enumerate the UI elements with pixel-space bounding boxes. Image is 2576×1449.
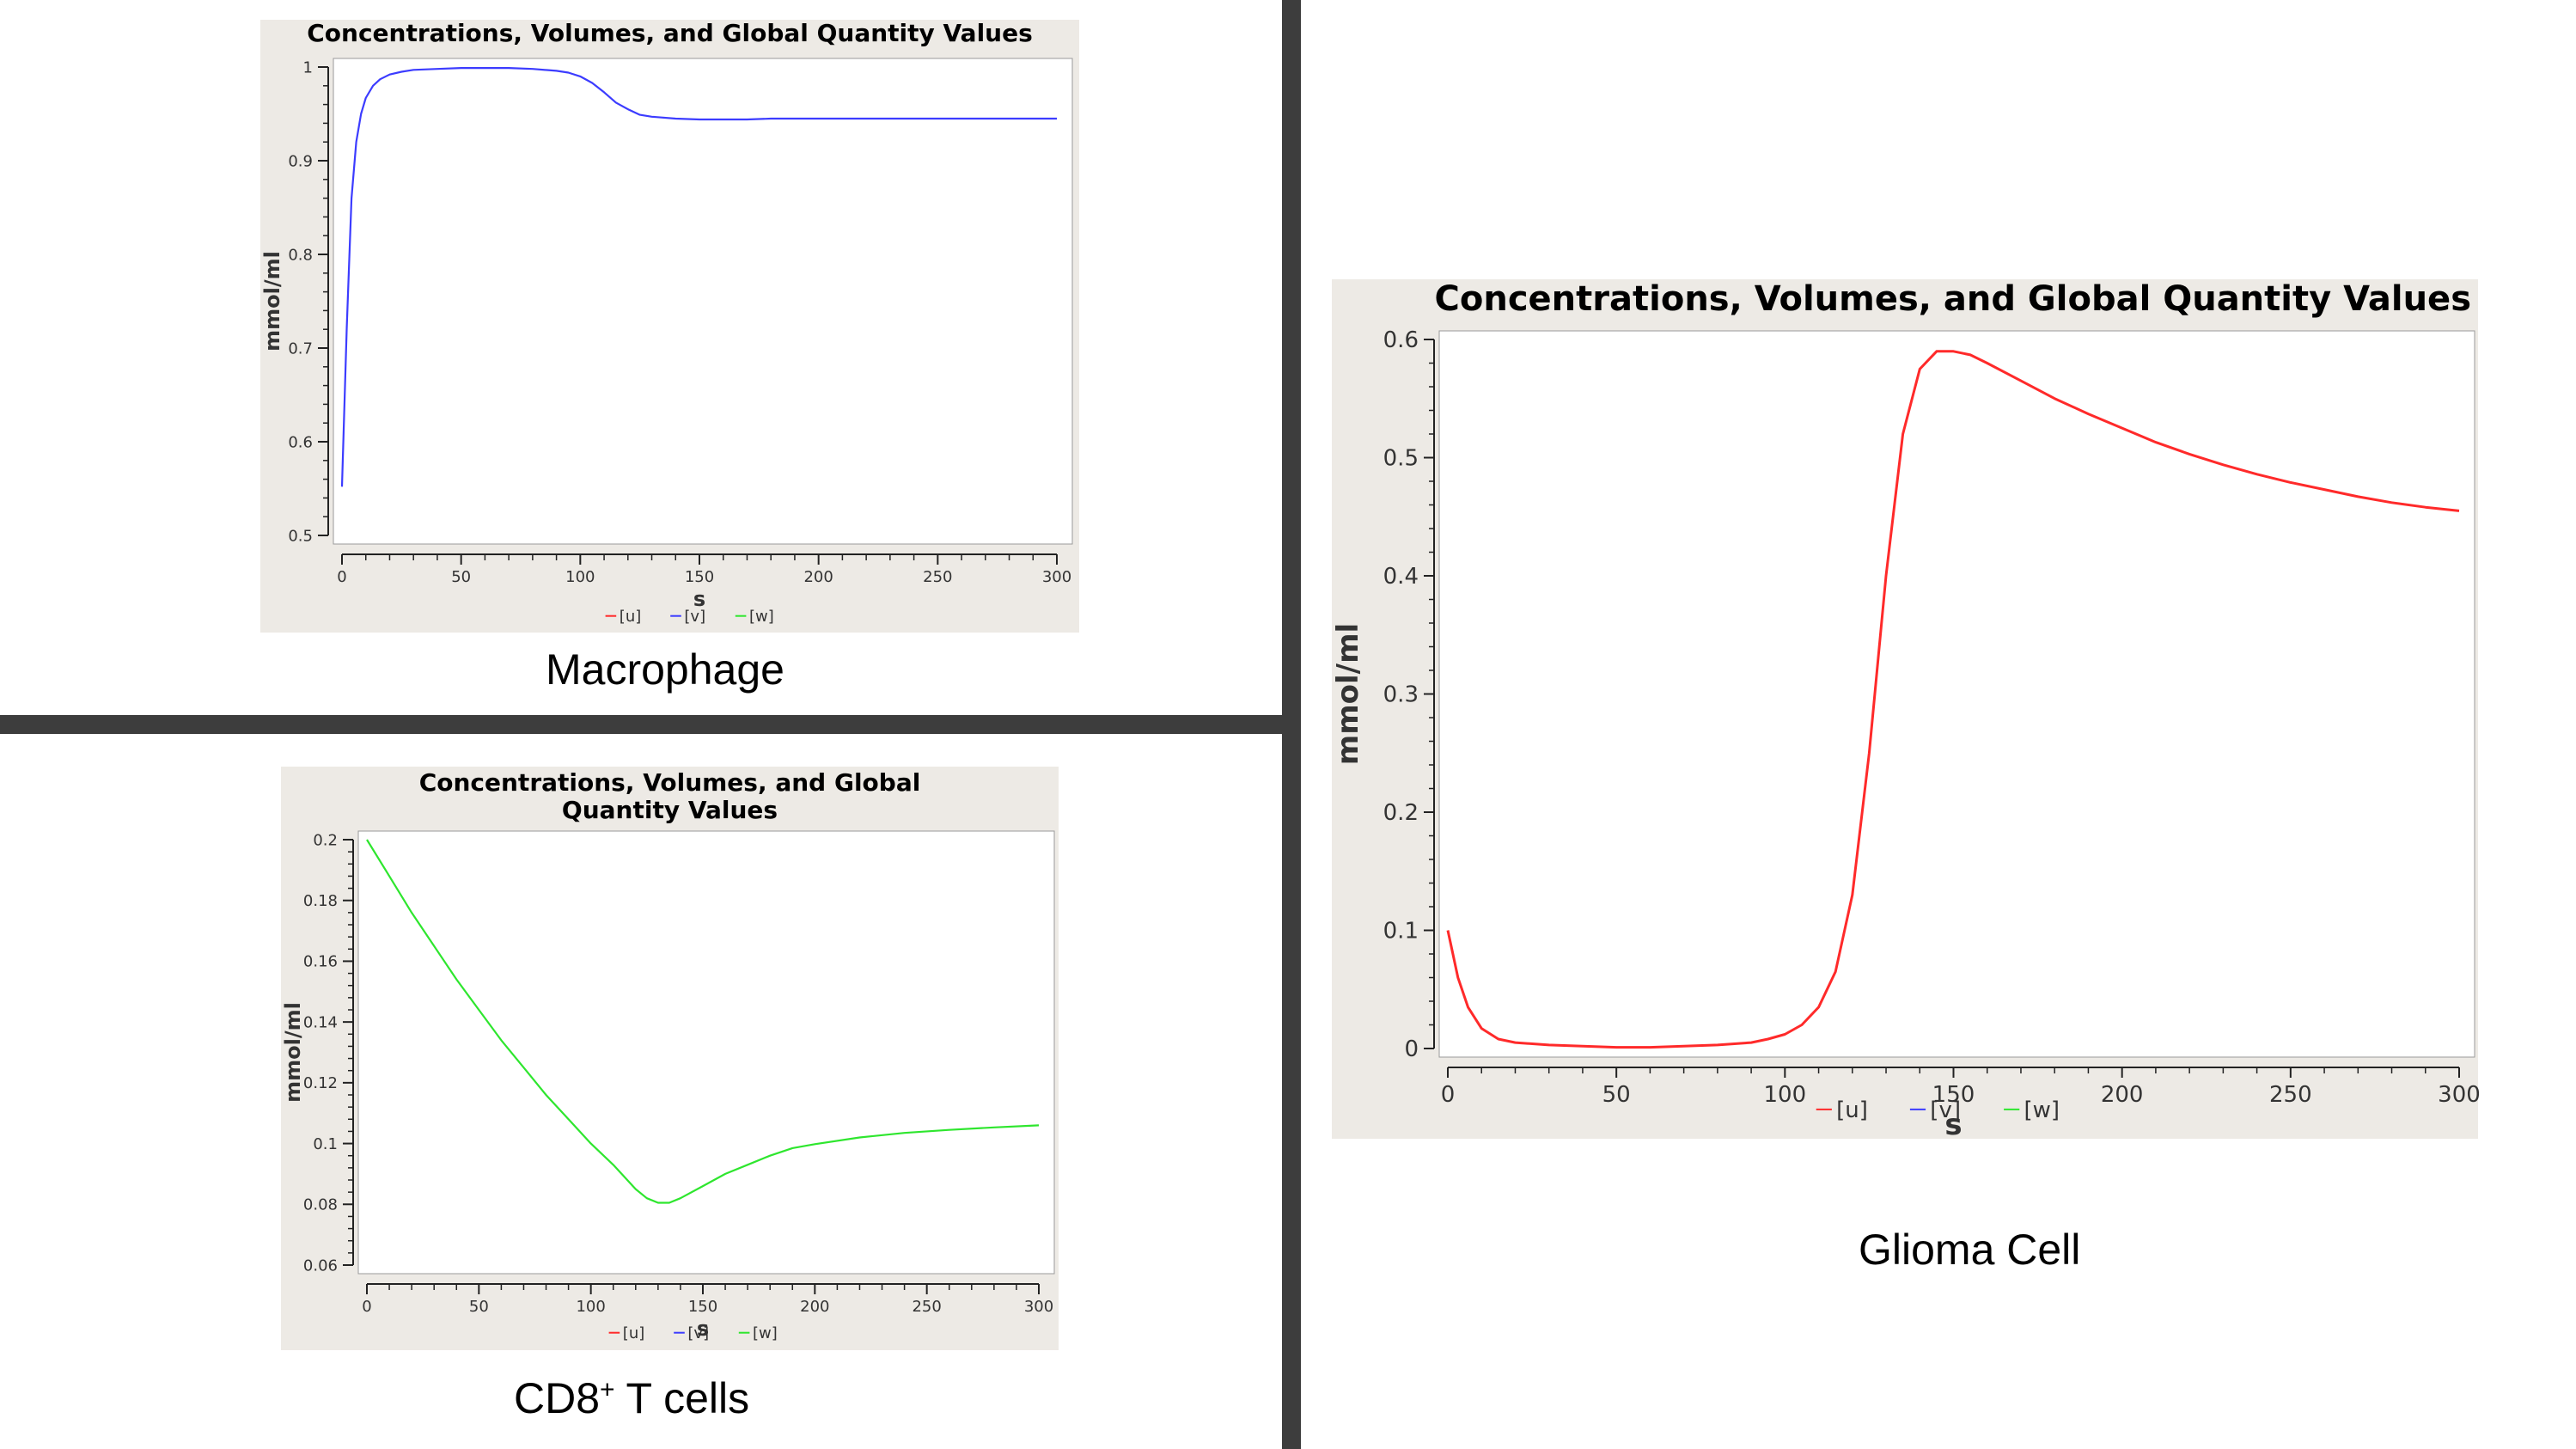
x-tick-label: 300	[1042, 568, 1071, 586]
y-tick-label: 0.9	[288, 152, 313, 170]
y-tick-label: 1	[303, 58, 313, 76]
chart-title: Concentrations, Volumes, and Global Quan…	[307, 19, 1033, 47]
cd8-caption-main: CD8	[514, 1374, 601, 1422]
cd8-chart: 0.06 0.08 0.1 0.12 0.14 0.16 0.18 0.2 0 50 100 150 2…	[281, 830, 1055, 1342]
legend-label: [v]	[1930, 1097, 1961, 1123]
legend-label: [v]	[684, 608, 705, 626]
x-axis-label: s	[697, 1317, 709, 1341]
x-tick-label: 100	[576, 1298, 605, 1316]
x-tick-label: 50	[469, 1298, 489, 1316]
chart-title: Concentrations, Volumes, and Global Quan…	[418, 768, 921, 825]
x-tick-label: 0	[1441, 1082, 1456, 1108]
x-tick-label: 100	[565, 568, 595, 586]
y-tick-label: 0.12	[303, 1074, 338, 1092]
x-tick-label: 0	[362, 1298, 371, 1316]
legend-label: [w]	[749, 608, 774, 626]
y-tick-label: 0.1	[313, 1135, 338, 1153]
x-axis-label: s	[1944, 1108, 1962, 1142]
y-tick-label: 0.1	[1383, 919, 1419, 945]
y-tick-label: 0.8	[288, 246, 313, 264]
x-tick-label: 300	[2438, 1082, 2481, 1108]
cd8-caption-rest: T cells	[614, 1374, 750, 1422]
legend-label: [v]	[687, 1324, 709, 1342]
macrophage-chart: 0.5 0.6 0.7 0.8 0.9 1 0 50 100 150 200 250 300 s mmol/…	[260, 58, 1073, 626]
x-tick-label: 0	[337, 568, 346, 586]
cd8-caption-sup: +	[600, 1375, 615, 1404]
series-line	[1446, 350, 2460, 1049]
glioma-caption: Glioma Cell	[1859, 1226, 2081, 1274]
cd8-caption: CD8+ T cells	[514, 1373, 749, 1423]
y-tick-label: 0.18	[303, 892, 338, 910]
y-axis-label: mmol/ml	[1331, 623, 1365, 765]
macrophage-caption: Macrophage	[546, 645, 784, 694]
legend-label: [u]	[1836, 1097, 1868, 1123]
series-line	[366, 839, 1040, 1204]
y-tick-label: 0.6	[288, 433, 313, 451]
y-tick-label: 0.3	[1383, 682, 1419, 708]
y-tick-label: 0.2	[1383, 800, 1419, 826]
x-tick-label: 100	[1764, 1082, 1807, 1108]
y-tick-label: 0.16	[303, 953, 338, 971]
x-tick-label: 250	[2269, 1082, 2312, 1108]
legend-label: [w]	[753, 1324, 778, 1342]
vertical-divider	[1282, 0, 1301, 1449]
x-tick-label: 200	[2101, 1082, 2144, 1108]
x-tick-label: 300	[1024, 1298, 1053, 1316]
plot-area	[333, 58, 1073, 545]
series-line	[340, 66, 1057, 487]
x-tick-label: 50	[1602, 1082, 1631, 1108]
cd8-chart-panel: Concentrations, Volumes, and Global Quan…	[281, 767, 1059, 1350]
y-axis-label: mmol/ml	[260, 251, 284, 352]
y-tick-label: 0.06	[303, 1256, 338, 1275]
x-tick-label: 150	[685, 568, 714, 586]
y-tick-label: 0.14	[303, 1013, 338, 1031]
y-tick-label: 0.08	[303, 1196, 338, 1214]
glioma-chart: 0 0.1 0.2 0.3 0.4 0.5 0.6 0 50 100 150 200 250 300 s mm…	[1331, 327, 2481, 1142]
chart-title: Concentrations, Volumes, and Global Quan…	[1434, 279, 2471, 319]
x-tick-label: 200	[803, 568, 833, 586]
y-tick-label: 0.5	[288, 527, 313, 545]
plot-area	[1438, 330, 2475, 1058]
y-tick-label: 0.6	[1383, 327, 1419, 353]
x-tick-label: 250	[912, 1298, 941, 1316]
y-tick-label: 0.2	[313, 831, 338, 849]
horizontal-divider	[0, 715, 1282, 734]
x-tick-label: 250	[923, 568, 952, 586]
legend-label: [w]	[2024, 1097, 2060, 1123]
y-tick-label: 0.4	[1383, 564, 1419, 590]
y-tick-label: 0	[1404, 1036, 1419, 1062]
x-tick-label: 50	[451, 568, 471, 586]
y-axis-label: mmol/ml	[281, 1002, 305, 1103]
legend-label: [u]	[620, 608, 641, 626]
y-tick-label: 0.7	[288, 339, 313, 358]
glioma-chart-panel: Concentrations, Volumes, and Global Quan…	[1331, 279, 2481, 1142]
x-axis-label: s	[693, 587, 705, 611]
x-tick-label: 150	[1932, 1082, 1975, 1108]
plot-area	[357, 830, 1055, 1275]
x-tick-label: 150	[688, 1298, 717, 1316]
legend-label: [u]	[623, 1324, 644, 1342]
x-tick-label: 200	[800, 1298, 829, 1316]
y-tick-label: 0.5	[1383, 446, 1419, 472]
macrophage-chart-panel: Concentrations, Volumes, and Global Quan…	[260, 19, 1079, 633]
